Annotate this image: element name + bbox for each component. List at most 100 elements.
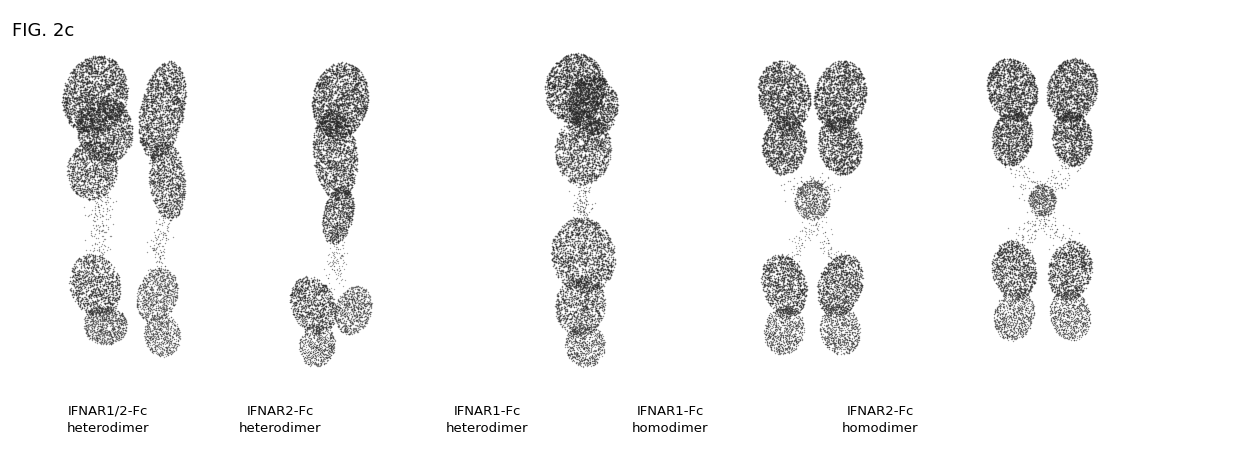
Point [558, 146, 578, 153]
Point [588, 128, 608, 136]
Point [564, 90, 584, 97]
Point [578, 330, 598, 338]
Point [983, 75, 1003, 82]
Point [171, 80, 191, 88]
Point [842, 302, 862, 309]
Point [64, 87, 84, 95]
Point [1012, 138, 1032, 145]
Point [579, 312, 599, 320]
Point [761, 100, 781, 108]
Point [1070, 77, 1090, 84]
Point [1001, 142, 1021, 149]
Point [992, 323, 1012, 330]
Point [1022, 192, 1042, 200]
Point [996, 62, 1016, 69]
Point [350, 100, 370, 108]
Point [320, 113, 340, 121]
Point [996, 88, 1016, 95]
Point [779, 303, 799, 310]
Point [584, 133, 604, 141]
Point [1008, 244, 1028, 251]
Point [89, 140, 109, 147]
Point [1065, 293, 1085, 301]
Point [786, 307, 806, 314]
Point [823, 126, 843, 134]
Point [758, 315, 777, 323]
Point [71, 269, 91, 276]
Point [1013, 88, 1033, 95]
Point [1073, 255, 1092, 263]
Point [999, 299, 1019, 307]
Point [345, 307, 365, 314]
Point [547, 141, 567, 148]
Point [1049, 150, 1069, 158]
Point [1024, 82, 1044, 90]
Point [149, 283, 169, 291]
Point [833, 116, 853, 124]
Point [851, 87, 870, 95]
Point [781, 327, 801, 334]
Point [1045, 192, 1065, 200]
Point [1063, 117, 1083, 124]
Point [69, 272, 89, 279]
Point [78, 160, 98, 167]
Point [166, 190, 186, 198]
Point [301, 359, 321, 366]
Point [587, 118, 606, 125]
Point [584, 95, 604, 102]
Point [562, 323, 582, 330]
Point [146, 92, 166, 100]
Point [84, 275, 104, 282]
Point [154, 300, 174, 307]
Point [87, 339, 107, 347]
Point [160, 80, 180, 88]
Point [572, 223, 591, 230]
Point [591, 125, 611, 133]
Point [835, 119, 854, 126]
Point [82, 191, 102, 199]
Point [73, 110, 93, 118]
Point [79, 58, 99, 66]
Point [1050, 62, 1070, 69]
Point [296, 354, 316, 362]
Point [570, 244, 590, 252]
Point [76, 277, 95, 284]
Point [1012, 324, 1032, 331]
Point [574, 144, 594, 152]
Point [777, 167, 797, 174]
Point [791, 132, 811, 139]
Point [91, 172, 110, 180]
Point [1071, 244, 1091, 251]
Point [1056, 278, 1076, 285]
Point [810, 74, 830, 81]
Point [1040, 233, 1060, 241]
Point [339, 122, 358, 130]
Point [594, 339, 614, 347]
Point [573, 181, 593, 189]
Point [1063, 141, 1083, 148]
Point [994, 248, 1014, 255]
Point [574, 228, 594, 235]
Point [836, 102, 856, 109]
Point [341, 127, 361, 134]
Point [794, 94, 813, 101]
Point [1056, 279, 1076, 286]
Point [156, 281, 176, 288]
Point [1066, 270, 1086, 277]
Point [174, 191, 193, 198]
Point [1069, 59, 1089, 66]
Point [93, 68, 113, 75]
Point [153, 174, 172, 182]
Point [569, 175, 589, 182]
Point [325, 191, 345, 199]
Point [1003, 57, 1023, 65]
Point [792, 101, 812, 108]
Point [554, 99, 574, 107]
Point [590, 140, 610, 147]
Point [113, 91, 133, 99]
Point [832, 295, 852, 303]
Point [321, 335, 341, 342]
Point [139, 309, 159, 317]
Point [317, 329, 337, 336]
Point [784, 263, 804, 271]
